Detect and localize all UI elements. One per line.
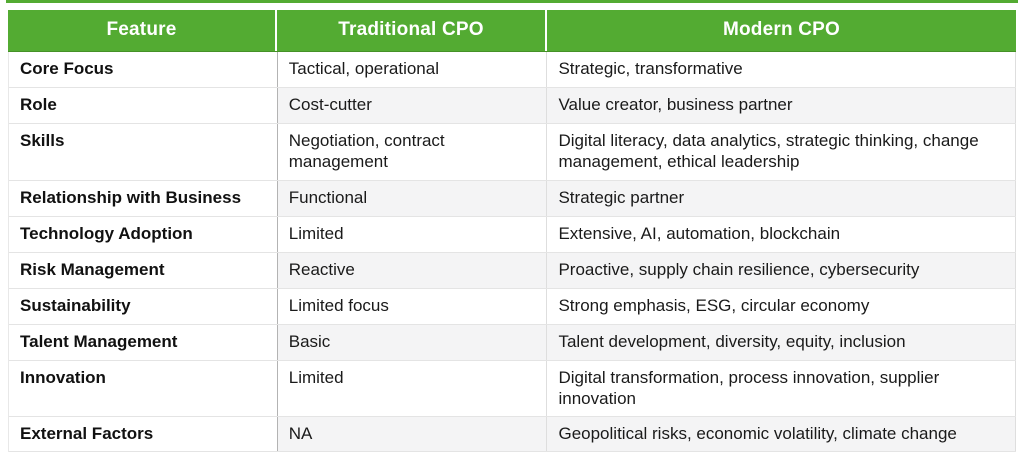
header-cell-traditional-cpo: Traditional CPO bbox=[277, 10, 547, 51]
traditional-cpo-cell: NA bbox=[277, 417, 548, 452]
modern-cpo-cell: Talent development, diversity, equity, i… bbox=[547, 324, 1016, 360]
modern-cpo-cell: Strong emphasis, ESG, circular economy bbox=[547, 288, 1016, 324]
traditional-cpo-cell: Cost-cutter bbox=[277, 88, 548, 123]
cpo-comparison-table: Feature Traditional CPO Modern CPO Core … bbox=[8, 10, 1016, 453]
modern-cpo-cell: Strategic, transformative bbox=[547, 52, 1016, 87]
feature-cell: Core Focus bbox=[9, 52, 278, 87]
table-header-row: Feature Traditional CPO Modern CPO bbox=[8, 10, 1016, 52]
table-row: Sustainability Limited focus Strong emph… bbox=[9, 288, 1016, 325]
feature-cell: Role bbox=[9, 88, 278, 123]
header-cell-modern-cpo: Modern CPO bbox=[547, 10, 1016, 51]
modern-cpo-cell: Extensive, AI, automation, blockchain bbox=[547, 216, 1016, 252]
feature-cell: Skills bbox=[9, 124, 278, 180]
feature-cell: Sustainability bbox=[9, 288, 278, 324]
feature-cell: External Factors bbox=[9, 417, 278, 452]
traditional-cpo-cell: Functional bbox=[277, 180, 548, 216]
traditional-cpo-cell: Negotiation, contract management bbox=[278, 124, 548, 180]
traditional-cpo-cell: Limited bbox=[278, 360, 548, 416]
modern-cpo-cell: Digital transformation, process innovati… bbox=[547, 360, 1016, 416]
modern-cpo-cell: Geopolitical risks, economic volatility,… bbox=[547, 417, 1016, 452]
table-row: Role Cost-cutter Value creator, business… bbox=[9, 88, 1016, 124]
table-body: Core Focus Tactical, operational Strateg… bbox=[8, 52, 1016, 453]
feature-cell: Innovation bbox=[9, 360, 278, 416]
modern-cpo-cell: Digital literacy, data analytics, strate… bbox=[547, 124, 1016, 180]
traditional-cpo-cell: Limited focus bbox=[278, 288, 548, 324]
traditional-cpo-cell: Basic bbox=[277, 324, 548, 360]
feature-cell: Risk Management bbox=[9, 252, 278, 288]
modern-cpo-cell: Proactive, supply chain resilience, cybe… bbox=[547, 252, 1016, 288]
table-row: Core Focus Tactical, operational Strateg… bbox=[9, 52, 1016, 88]
feature-cell: Technology Adoption bbox=[9, 216, 278, 252]
table-row: Innovation Limited Digital transformatio… bbox=[9, 360, 1016, 417]
header-cell-feature: Feature bbox=[8, 10, 277, 51]
traditional-cpo-cell: Reactive bbox=[277, 252, 548, 288]
top-accent-line bbox=[6, 0, 1018, 3]
modern-cpo-cell: Value creator, business partner bbox=[547, 88, 1016, 123]
feature-cell: Talent Management bbox=[9, 324, 278, 360]
table-row: External Factors NA Geopolitical risks, … bbox=[9, 417, 1016, 453]
traditional-cpo-cell: Limited bbox=[278, 216, 548, 252]
table-row: Skills Negotiation, contract management … bbox=[9, 124, 1016, 181]
table-row: Talent Management Basic Talent developme… bbox=[9, 324, 1016, 361]
modern-cpo-cell: Strategic partner bbox=[547, 180, 1016, 216]
table-row: Risk Management Reactive Proactive, supp… bbox=[9, 252, 1016, 289]
feature-cell: Relationship with Business bbox=[9, 180, 278, 216]
table-row: Relationship with Business Functional St… bbox=[9, 180, 1016, 217]
table-row: Technology Adoption Limited Extensive, A… bbox=[9, 216, 1016, 253]
traditional-cpo-cell: Tactical, operational bbox=[278, 52, 548, 87]
